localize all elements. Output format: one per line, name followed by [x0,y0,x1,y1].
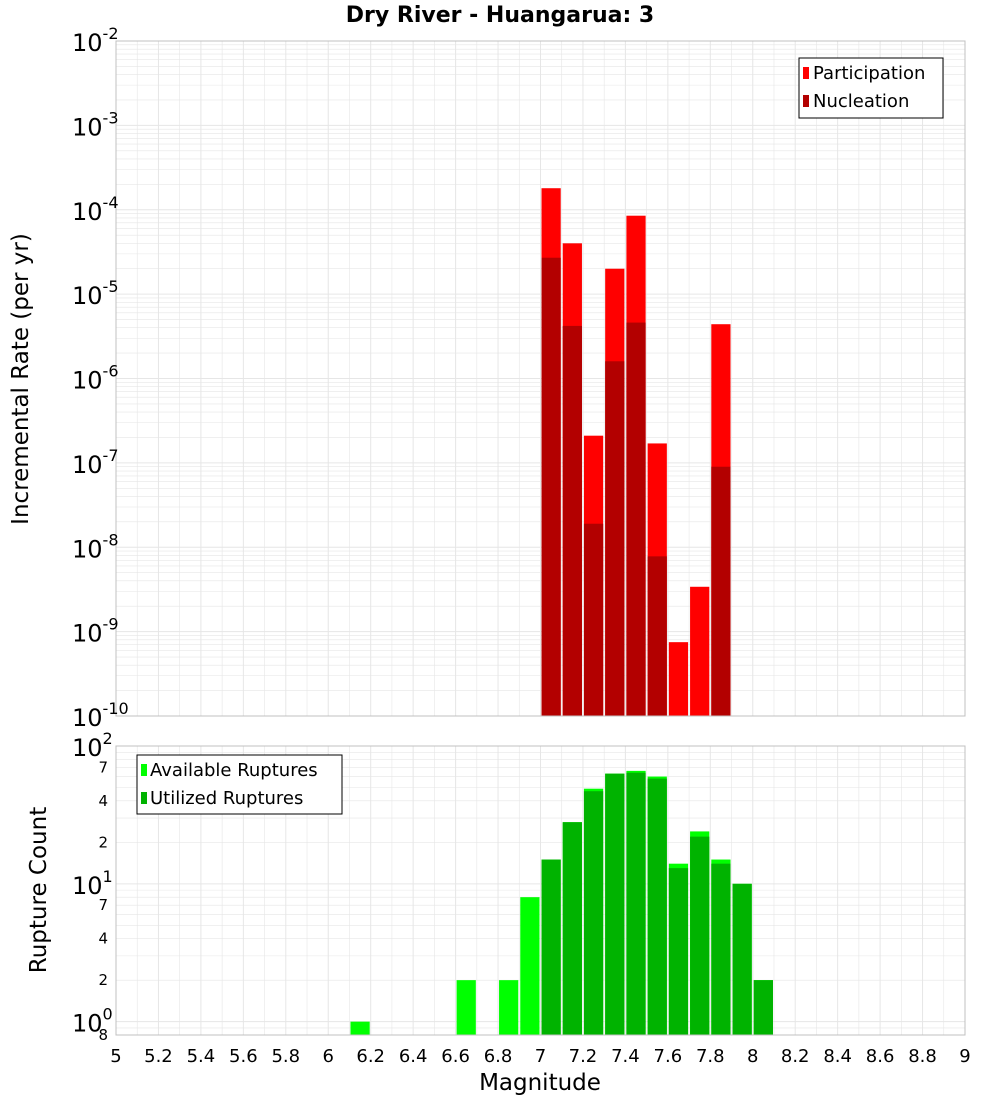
participation-legend-swatch [803,67,809,79]
magnitude-x-tick-label: 6.6 [441,1046,470,1067]
utilized-ruptures-bar [690,836,710,1035]
rate-y-tick-label: 10-10 [72,699,129,732]
nucleation-bar [711,466,731,716]
rupture-y-tick-label: 100 [72,1005,113,1038]
rate-y-tick-label: 10-3 [72,108,119,141]
magnitude-x-tick-label: 8 [747,1046,758,1067]
rate-y-tick-label: 10-6 [72,362,119,395]
rupture-legend-box [136,754,343,815]
utilized-ruptures-bar [626,772,646,1035]
utilized-ruptures-bar [541,859,561,1035]
magnitude-x-tick-label: 8.4 [823,1046,852,1067]
rupture-y-minor-tick-label: 7 [98,896,108,914]
nucleation-legend-label: Nucleation [813,91,909,112]
available-legend-label: Available Ruptures [150,760,318,781]
rate-y-tick-labels: 10-10 10-9 10-8 10-7 10-6 10-5 10-4 10-3 10-2 [72,24,129,732]
magnitude-x-tick-label: 5.8 [271,1046,300,1067]
nucleation-bar [626,322,646,716]
rupture-y-minor-tick-label: 2 [98,833,108,851]
rate-y-tick-label: 10-5 [72,277,119,310]
rupture-y-minor-tick-label: 2 [98,971,108,989]
utilized-ruptures-bar [583,791,604,1035]
magnitude-x-tick-label: 7.8 [696,1046,725,1067]
magnitude-x-tick-label: 6 [323,1046,334,1067]
available-ruptures-bar [456,980,476,1035]
participation-legend-label: Participation [813,63,925,84]
rate-plot-frame [115,40,966,717]
rupture-y-minor-tick-label: 4 [98,930,108,948]
magnitude-x-tick-label: 7.6 [654,1046,683,1067]
nucleation-bar [605,361,625,716]
rupture-plot-frame [115,745,966,1036]
nucleation-bar [541,257,561,716]
rupture-y-axis-label: Rupture Count [26,807,52,973]
rate-bars [541,188,731,717]
magnitude-x-tick-label: 7.2 [569,1046,598,1067]
magnitude-x-tick-label: 7.4 [611,1046,640,1067]
chart-title: Dry River - Huangarua: 3 [346,3,654,28]
rate-y-tick-label: 10-8 [72,530,119,563]
magnitude-x-tick-label: 5.2 [144,1046,173,1067]
nucleation-legend-swatch [803,95,809,107]
available-ruptures-bar [520,897,540,1035]
magnitude-x-tick-label: 6.2 [356,1046,385,1067]
magnitude-x-tick-label: 6.8 [484,1046,513,1067]
rate-y-tick-label: 10-7 [72,446,119,479]
magnitude-x-tick-label: 8.2 [781,1046,810,1067]
rupture-y-tick-label: 101 [72,867,113,900]
rupture-y-minor-tick-label: 4 [98,792,108,810]
nucleation-bar [583,523,604,716]
rupture-y-minor-tick-label: 8 [98,1026,108,1044]
utilized-legend-swatch [141,792,147,804]
magnitude-x-tick-label: 9 [959,1046,970,1067]
utilized-ruptures-bar [753,980,773,1035]
rate-legend: Participation Nucleation [798,57,944,119]
rate-legend-box [798,57,944,119]
rate-y-tick-label: 10-4 [72,193,119,226]
utilized-ruptures-bar [732,883,752,1035]
available-ruptures-bar [350,1021,370,1035]
rate-panel: 10-10 10-9 10-8 10-7 10-6 10-5 10-4 10-3 10-2 In… [8,24,966,732]
magnitude-x-axis-label: Magnitude [479,1070,601,1096]
magnitude-x-tick-label: 5.4 [187,1046,216,1067]
magnitude-x-tick-labels: 5 5.2 5.4 5.6 5.8 6 6.2 6.4 6.6 6.8 7 7.2 7.4 7.6 7.8 8… [110,1046,970,1067]
rupture-y-minor-tick-label: 7 [98,758,108,776]
nucleation-bar [562,325,582,716]
rate-y-tick-label: 10-2 [72,24,119,57]
nucleation-bar [647,556,667,716]
magnitude-x-tick-label: 8.6 [866,1046,895,1067]
magnitude-x-tick-label: 5.6 [229,1046,258,1067]
rupture-bars [350,770,773,1035]
magnitude-x-tick-label: 6.4 [399,1046,428,1067]
rate-y-tick-label: 10-9 [72,615,119,648]
magnitude-x-tick-label: 7 [535,1046,546,1067]
magnitude-x-tick-label: 8.8 [908,1046,937,1067]
utilized-legend-label: Utilized Ruptures [150,788,303,809]
rupture-y-tick-label: 102 [72,729,113,762]
magnitude-x-tick-label: 5 [110,1046,121,1067]
rupture-legend: Available Ruptures Utilized Ruptures [136,754,343,815]
rate-y-axis-label: Incremental Rate (per yr) [8,233,34,525]
available-legend-swatch [141,764,147,776]
participation-bar [668,642,689,716]
rate-gridlines [115,41,966,717]
utilized-ruptures-bar [647,778,667,1035]
participation-bar [690,586,710,716]
utilized-ruptures-bar [711,863,731,1035]
utilized-ruptures-bar [668,868,689,1035]
utilized-ruptures-bar [562,822,582,1035]
utilized-ruptures-bar [605,773,625,1035]
available-ruptures-bar [499,980,519,1035]
